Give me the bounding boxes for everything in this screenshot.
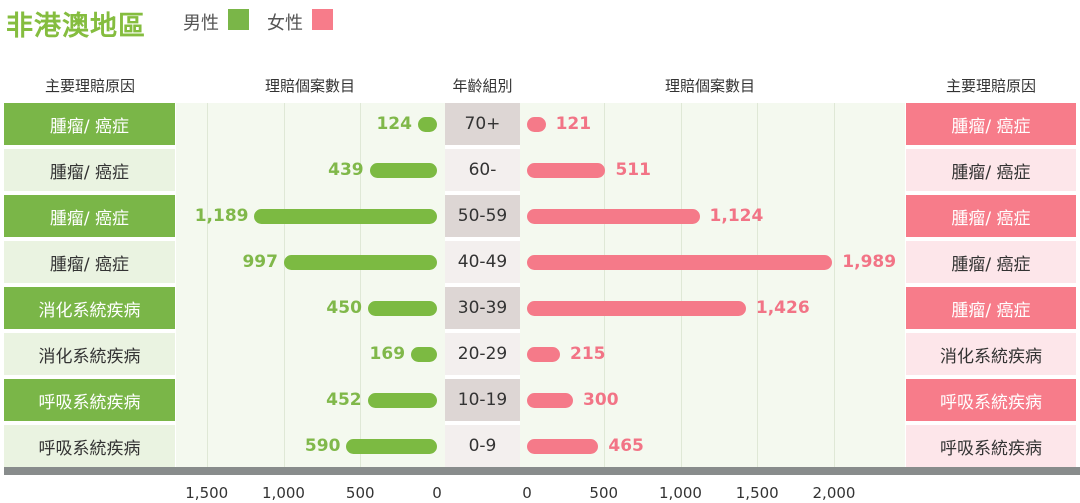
male-bar <box>417 116 437 132</box>
age-group-label: 60- <box>445 149 520 191</box>
age-group-label: 30-39 <box>445 287 520 329</box>
male-bar <box>367 300 437 316</box>
male-value-label: 997 <box>242 252 278 272</box>
female-value-label: 511 <box>615 160 651 180</box>
female-reason-cell: 腫瘤/ 癌症 <box>906 149 1076 191</box>
male-reason-cell: 呼吸系統疾病 <box>4 379 175 421</box>
age-group-label: 40-49 <box>445 241 520 283</box>
male-value-label: 439 <box>328 160 364 180</box>
male-gridline <box>206 103 208 467</box>
female-reason-cell: 腫瘤/ 癌症 <box>906 195 1076 237</box>
age-group-label: 10-19 <box>445 379 520 421</box>
header-male-count: 理賠個案數目 <box>264 77 355 95</box>
female-gridline <box>757 103 759 467</box>
female-bar <box>527 162 606 178</box>
female-bar <box>527 254 833 270</box>
male-reason-cell: 腫瘤/ 癌症 <box>4 149 175 191</box>
female-bar <box>527 346 560 362</box>
female-bar <box>527 438 599 454</box>
female-reason-cell: 呼吸系統疾病 <box>906 379 1076 421</box>
age-group-label: 0-9 <box>445 425 520 467</box>
male-reason-cell: 消化系統疾病 <box>4 287 175 329</box>
female-reason-cell: 腫瘤/ 癌症 <box>906 287 1076 329</box>
male-value-label: 590 <box>304 436 341 456</box>
axis-baseline <box>4 467 1080 475</box>
female-reason-cell: 呼吸系統疾病 <box>906 425 1076 467</box>
male-value-label: 452 <box>326 390 362 410</box>
female-axis-tick-label: 1,500 <box>735 484 779 502</box>
female-bar <box>527 300 746 316</box>
male-gridline <box>283 103 285 467</box>
female-gridline <box>834 103 835 467</box>
female-value-label: 465 <box>608 436 644 456</box>
male-value-label: 124 <box>376 114 412 134</box>
female-bar <box>527 116 546 132</box>
header-female-reason: 主要理賠原因 <box>945 77 1036 95</box>
female-value-label: 1,989 <box>842 252 897 272</box>
age-group-label: 20-29 <box>445 333 520 375</box>
male-bar <box>283 254 437 270</box>
female-plot-bg <box>520 103 905 471</box>
header-female-count: 理賠個案數目 <box>664 77 755 95</box>
male-reason-cell: 消化系統疾病 <box>4 333 175 375</box>
male-bar <box>369 162 437 178</box>
female-axis-tick-label: 0 <box>522 484 532 502</box>
male-value-label: 1,189 <box>194 206 249 226</box>
female-bar <box>527 392 574 408</box>
legend-female-label: 女性 <box>267 13 303 34</box>
female-reason-cell: 消化系統疾病 <box>906 333 1076 375</box>
female-reason-cell: 腫瘤/ 癌症 <box>906 241 1076 283</box>
male-reason-cell: 腫瘤/ 癌症 <box>4 103 175 145</box>
male-value-label: 169 <box>369 344 406 364</box>
age-group-label: 70+ <box>445 103 520 145</box>
female-value-label: 1,124 <box>709 206 764 226</box>
female-value-label: 215 <box>570 344 606 364</box>
female-gridline <box>680 103 682 467</box>
male-reason-cell: 呼吸系統疾病 <box>4 425 175 467</box>
female-gridline <box>603 103 605 467</box>
age-group-label: 50-59 <box>445 195 520 237</box>
female-value-label: 300 <box>583 390 619 410</box>
female-axis-tick-label: 1,000 <box>659 484 702 502</box>
female-axis-tick-label: 2,000 <box>812 484 856 502</box>
male-bar <box>411 346 437 362</box>
chart-title: 非港澳地區 <box>6 11 146 42</box>
male-plot-bg <box>176 103 445 471</box>
female-bar <box>527 208 700 224</box>
female-value-label: 121 <box>555 114 592 134</box>
male-bar <box>254 208 437 224</box>
male-reason-cell: 腫瘤/ 癌症 <box>4 241 175 283</box>
female-reason-cell: 腫瘤/ 癌症 <box>906 103 1076 145</box>
male-axis-tick-label: 1,000 <box>262 484 305 502</box>
legend-male-swatch <box>228 9 249 30</box>
legend-male-label: 男性 <box>183 13 219 34</box>
female-value-label: 1,426 <box>755 298 810 318</box>
male-reason-cell: 腫瘤/ 癌症 <box>4 195 175 237</box>
header-age: 年齡組別 <box>452 77 513 95</box>
male-axis-tick-label: 0 <box>432 484 442 502</box>
male-axis-tick-label: 500 <box>345 484 375 502</box>
male-bar <box>367 392 437 408</box>
male-axis-tick-label: 1,500 <box>185 484 229 502</box>
header-male-reason: 主要理賠原因 <box>44 77 135 95</box>
male-gridline <box>360 103 362 467</box>
female-axis-tick-label: 500 <box>589 484 619 502</box>
male-value-label: 450 <box>326 298 362 318</box>
male-bar <box>346 438 437 454</box>
legend-female-swatch <box>312 9 333 30</box>
